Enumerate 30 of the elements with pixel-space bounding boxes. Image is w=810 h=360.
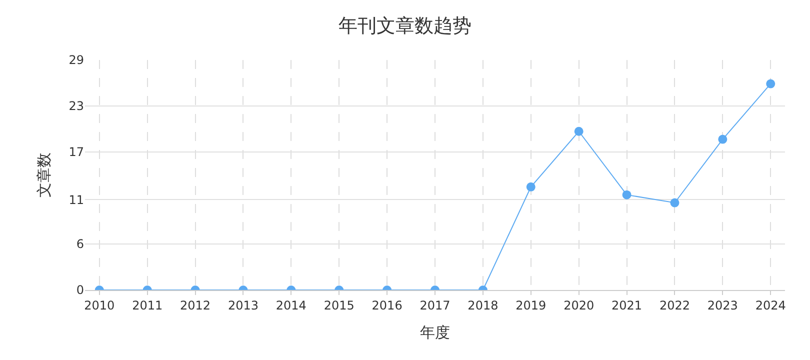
x-tick-label: 2023 [707,298,738,312]
x-axis-title: 年度 [420,323,450,342]
x-tick-label: 2024 [755,298,786,312]
y-tick-label: 17 [68,145,84,160]
y-tick-label: 0 [76,283,84,298]
point [718,134,728,144]
x-tick-label: 2014 [276,298,306,312]
x-tick-label: 2020 [564,298,594,312]
point [766,79,776,88]
y-axis-title: 文章数 [34,152,53,198]
x-tick-label: 2015 [324,298,354,312]
x-tick-label: 2021 [612,298,642,312]
x-tick-label: 2010 [84,298,115,312]
x-tick-label: 2011 [132,298,163,312]
y-tick-label: 29 [68,53,84,68]
y-tick-label: 11 [68,192,84,207]
y-tick-label: 23 [68,99,84,114]
point [622,190,632,200]
y-tick-label: 6 [76,237,84,252]
x-tick-label: 2018 [468,298,498,312]
x-tick-label: 2016 [372,298,402,312]
x-tick-label: 2019 [516,298,546,312]
x-tick-label: 2013 [228,298,258,312]
x-tick-label: 2017 [420,298,450,312]
point [526,182,536,192]
x-tick-label: 2022 [659,298,690,312]
point [670,198,680,208]
x-tick-label: 2012 [180,298,211,312]
chart-title: 年刊文章数趋势 [338,14,472,37]
point [574,126,584,136]
